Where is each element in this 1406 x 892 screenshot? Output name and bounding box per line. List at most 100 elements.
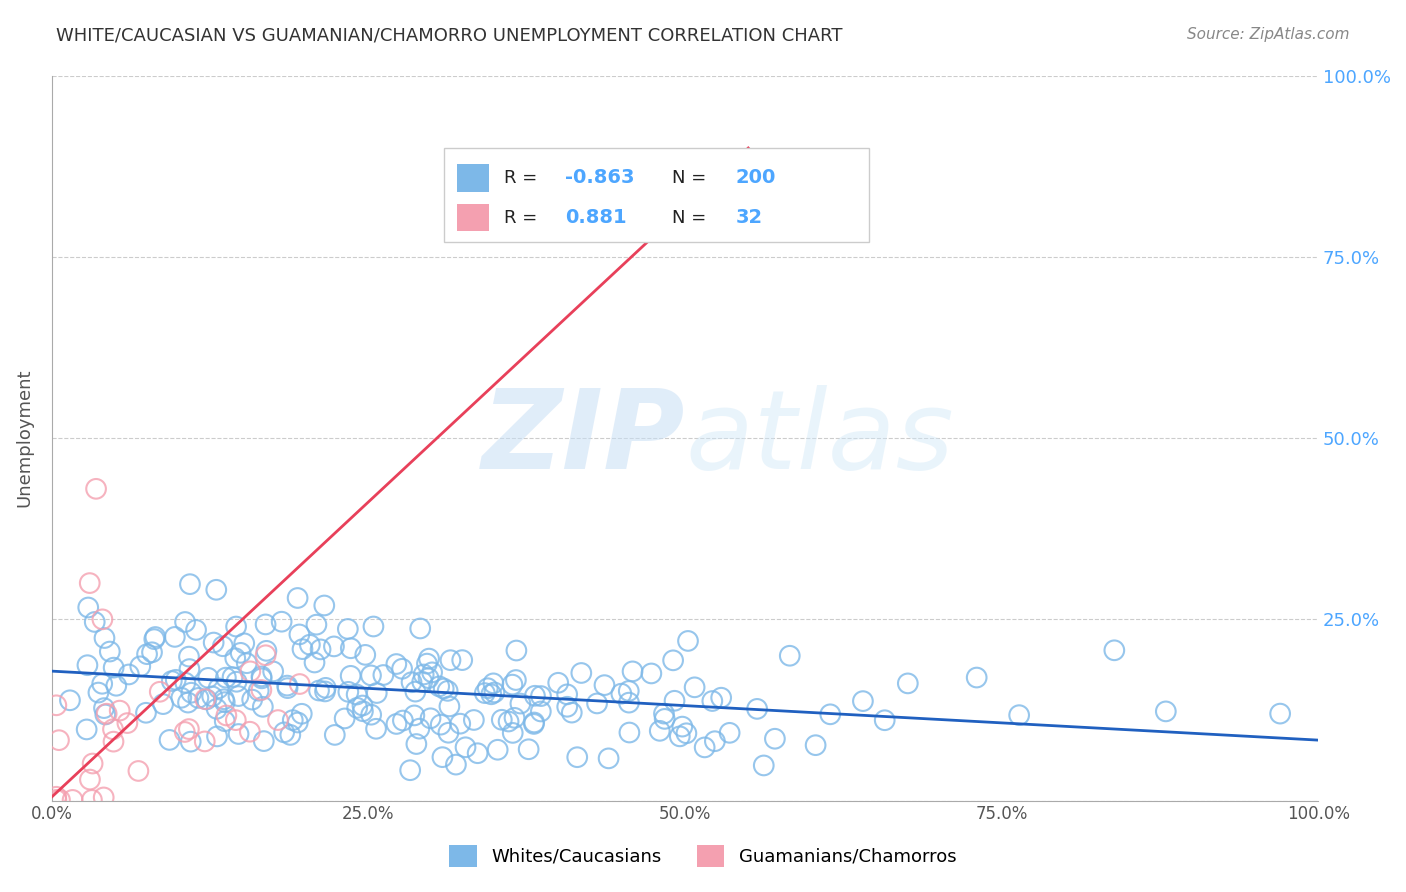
Point [354, 648, 377, 662]
Point [619, 725, 641, 739]
Point [763, 731, 786, 746]
Point [80, 793, 103, 807]
Point [323, 640, 346, 654]
Point [305, 617, 328, 632]
Point [205, 582, 228, 597]
Point [484, 685, 506, 699]
Point [409, 622, 432, 636]
Point [187, 690, 209, 705]
Point [610, 687, 633, 701]
Point [897, 676, 920, 690]
Point [136, 647, 159, 661]
Bar [444, 148, 869, 243]
Point [567, 750, 589, 764]
Point [337, 685, 360, 699]
Point [76, 658, 98, 673]
Point [1154, 705, 1177, 719]
Point [212, 639, 235, 653]
Point [93, 701, 115, 715]
Point [94, 707, 117, 722]
Point [214, 714, 236, 728]
Point [411, 674, 433, 689]
Point [270, 615, 292, 629]
Point [174, 675, 197, 690]
Point [84, 482, 107, 496]
Point [250, 671, 273, 685]
Point [45, 789, 67, 804]
Text: R =: R = [503, 169, 537, 186]
Point [101, 723, 124, 737]
Point [127, 764, 149, 778]
Point [215, 708, 238, 723]
Text: WHITE/CAUCASIAN VS GUAMANIAN/CHAMORRO UNEMPLOYMENT CORRELATION CHART: WHITE/CAUCASIAN VS GUAMANIAN/CHAMORRO UN… [56, 27, 842, 45]
Point [346, 701, 368, 715]
Point [253, 734, 276, 748]
Point [454, 740, 477, 755]
Point [463, 713, 485, 727]
Point [399, 763, 422, 777]
Point [477, 681, 499, 696]
Point [482, 676, 505, 690]
Point [523, 689, 546, 703]
Point [323, 728, 346, 742]
Point [662, 653, 685, 667]
Point [194, 734, 217, 748]
Point [449, 716, 471, 731]
Point [117, 716, 139, 731]
Point [83, 615, 105, 629]
Point [418, 671, 440, 685]
Point [308, 683, 330, 698]
Point [779, 648, 801, 663]
Point [1104, 643, 1126, 657]
Point [671, 720, 693, 734]
Point [586, 697, 609, 711]
Legend: Whites/Caucasians, Guamanians/Chamorros: Whites/Caucasians, Guamanians/Chamorros [443, 838, 963, 874]
Point [385, 717, 408, 731]
Point [966, 671, 988, 685]
Point [640, 666, 662, 681]
Point [401, 675, 423, 690]
Point [333, 711, 356, 725]
Point [444, 757, 467, 772]
Point [45, 793, 67, 807]
Point [152, 697, 174, 711]
Point [49, 793, 72, 807]
Point [703, 734, 725, 748]
Point [501, 678, 523, 692]
Point [683, 681, 706, 695]
Bar [457, 204, 489, 231]
Point [143, 630, 166, 644]
Text: ZIP: ZIP [481, 384, 685, 491]
Point [288, 627, 311, 641]
Point [479, 687, 502, 701]
Point [82, 756, 104, 771]
Point [278, 728, 301, 742]
Point [392, 714, 415, 728]
Point [675, 726, 697, 740]
Point [439, 653, 461, 667]
Point [254, 644, 277, 658]
Point [363, 619, 385, 633]
Point [503, 711, 526, 725]
Point [360, 707, 382, 722]
Point [315, 681, 337, 695]
Point [170, 690, 193, 705]
Point [108, 704, 131, 718]
Point [197, 671, 219, 685]
Point [648, 723, 671, 738]
Point [314, 599, 336, 613]
Point [163, 630, 186, 644]
Point [160, 674, 183, 689]
Point [276, 679, 298, 693]
Point [405, 737, 427, 751]
Point [174, 615, 197, 629]
Point [143, 632, 166, 646]
Point [135, 706, 157, 720]
Y-axis label: Unemployment: Unemployment [15, 368, 32, 508]
Point [523, 717, 546, 731]
Point [436, 684, 458, 698]
Point [502, 726, 524, 740]
Point [240, 692, 263, 706]
Point [427, 679, 450, 693]
Point [205, 702, 228, 716]
